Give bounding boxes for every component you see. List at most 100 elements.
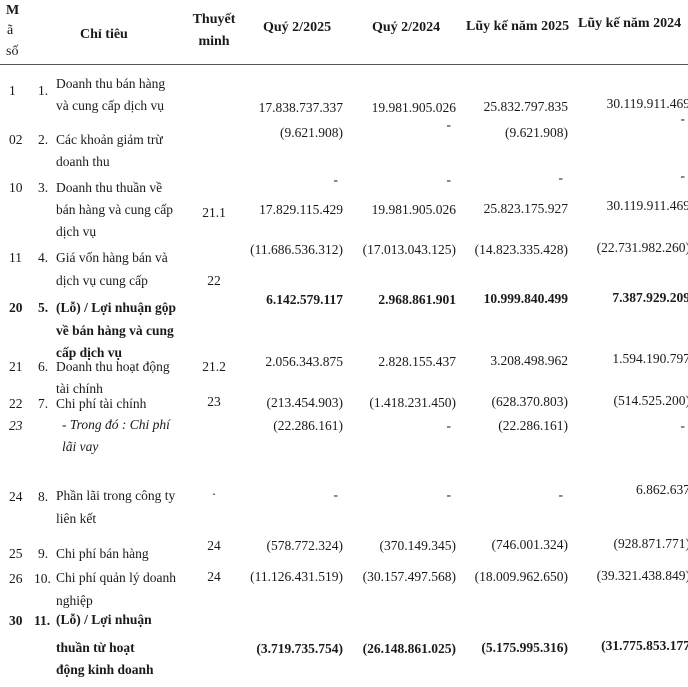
row-value: 17.838.737.337 [258, 100, 343, 115]
row-number: 7. [38, 396, 49, 411]
row-dash: - [333, 172, 339, 187]
row-label: động kinh doanh [56, 662, 154, 677]
note-header: Thuyết [192, 12, 236, 27]
row-value: 7.387.929.209 [612, 290, 688, 305]
row-value: 19.981.905.026 [371, 202, 456, 217]
row-label: doanh thu [56, 154, 110, 169]
row-value: (11.126.431.519) [250, 569, 343, 584]
row-number: 3. [38, 180, 49, 195]
row-number: 4. [38, 250, 49, 265]
row-label: Doanh thu hoạt động [56, 359, 170, 374]
row-label: cấp dịch vụ [56, 345, 123, 360]
row-value: - [446, 117, 452, 132]
row-value: (578.772.324) [266, 538, 344, 553]
row-value: (1.418.231.450) [369, 395, 456, 410]
row-label: Các khoản giảm trừ [56, 132, 163, 147]
row-label: - Trong đó : Chi phí [62, 417, 170, 432]
code-header-line: M [6, 3, 20, 18]
row-value: (31.775.853.177 [601, 638, 688, 653]
row-value: (370.149.345) [379, 538, 457, 553]
row-note: 21.2 [202, 359, 226, 374]
row-number: 5. [38, 300, 49, 315]
row-value: (39.321.438.849) [596, 568, 688, 583]
header-divider [0, 64, 688, 65]
row-label: Chi phí quản lý doanh [56, 570, 176, 585]
row-label: Giá vốn hàng bán và [56, 250, 168, 265]
row-value: (26.148.861.025) [362, 641, 456, 656]
row-label: Doanh thu bán hàng [56, 76, 166, 91]
row-code: 20 [9, 300, 23, 315]
row-value: (18.009.962.650) [474, 569, 568, 584]
row-code: 23 [9, 418, 23, 433]
row-value: (928.871.771) [613, 536, 688, 551]
row-label: nghiệp [56, 593, 93, 608]
row-value: (11.686.536.312) [250, 242, 343, 257]
row-value: 19.981.905.026 [371, 100, 456, 115]
code-header-line: số [6, 44, 19, 59]
code-header-line: ã [7, 23, 14, 38]
row-value: - [446, 487, 452, 502]
row-value: (30.157.497.568) [362, 569, 456, 584]
row-code: 21 [9, 359, 23, 374]
ytd-2025-header: Lũy kế năm 2025 [466, 19, 570, 34]
row-number: 11. [34, 613, 51, 628]
row-label: Chi phí tài chính [56, 396, 147, 411]
row-label: bán hàng và cung cấp [56, 202, 173, 217]
row-value: 2.828.155.437 [378, 354, 456, 369]
row-label: liên kết [56, 511, 97, 526]
row-value: - [446, 418, 452, 433]
row-label: tài chính [56, 381, 103, 396]
row-note: 21.1 [202, 205, 226, 220]
row-value: 6.862.637 [636, 482, 688, 497]
row-code: 02 [9, 132, 23, 147]
row-note: 24 [207, 569, 221, 584]
row-label: dịch vụ cung cấp [56, 273, 148, 288]
row-label: thuần từ hoạt [56, 640, 135, 655]
row-number: 6. [38, 359, 49, 374]
row-number: 2. [38, 132, 49, 147]
row-code: 30 [9, 613, 23, 628]
row-value: - [680, 111, 686, 126]
row-label: (Lỗ) / Lợi nhuận gộp [56, 300, 177, 315]
row-value: 10.999.840.499 [483, 291, 568, 306]
row-label: và cung cấp dịch vụ [56, 98, 164, 113]
row-label: Phần lãi trong công ty [56, 488, 176, 503]
row-value: 2.968.861.901 [378, 292, 456, 307]
row-value: (628.370.803) [491, 394, 569, 409]
row-number: 10. [34, 571, 51, 586]
row-value: (14.823.335.428) [474, 242, 568, 257]
q2-2025-header: Quý 2/2025 [263, 20, 332, 35]
row-value: 25.823.175.927 [483, 201, 568, 216]
row-label: dịch vụ [56, 224, 97, 239]
row-value: - [333, 487, 339, 502]
row-label: về bán hàng và cung [56, 323, 174, 338]
row-value: (17.013.043.125) [362, 242, 456, 257]
row-number: 8. [38, 489, 49, 504]
row-value: 25.832.797.835 [483, 99, 568, 114]
row-dash: - [558, 170, 564, 185]
row-value: 30.119.911.469 [606, 198, 688, 213]
row-value: (514.525.200) [613, 393, 688, 408]
row-number: 9. [38, 546, 49, 561]
row-code: 24 [9, 489, 23, 504]
row-code: 10 [9, 180, 23, 195]
row-note: 24 [207, 538, 221, 553]
row-value: (9.621.908) [505, 125, 568, 140]
row-value: (3.719.735.754) [256, 641, 343, 656]
row-value: 17.829.115.429 [259, 202, 343, 217]
row-value: 30.119.911.469 [606, 96, 688, 111]
row-value: 1.594.190.797 [612, 351, 688, 366]
row-value: (9.621.908) [280, 125, 343, 140]
row-code: 11 [9, 250, 22, 265]
row-dash: - [680, 168, 686, 183]
row-value: 3.208.498.962 [490, 353, 568, 368]
row-code: 22 [9, 396, 23, 411]
row-label: (Lỗ) / Lợi nhuận [56, 612, 152, 627]
row-value: (22.286.161) [273, 418, 343, 433]
row-note: 23 [207, 394, 221, 409]
row-note: 22 [207, 273, 221, 288]
note-header: minh [198, 34, 230, 49]
row-code: 1 [9, 83, 16, 98]
ytd-2024-header: Lũy kế năm 2024 [578, 16, 682, 31]
row-label: lãi vay [62, 439, 99, 454]
